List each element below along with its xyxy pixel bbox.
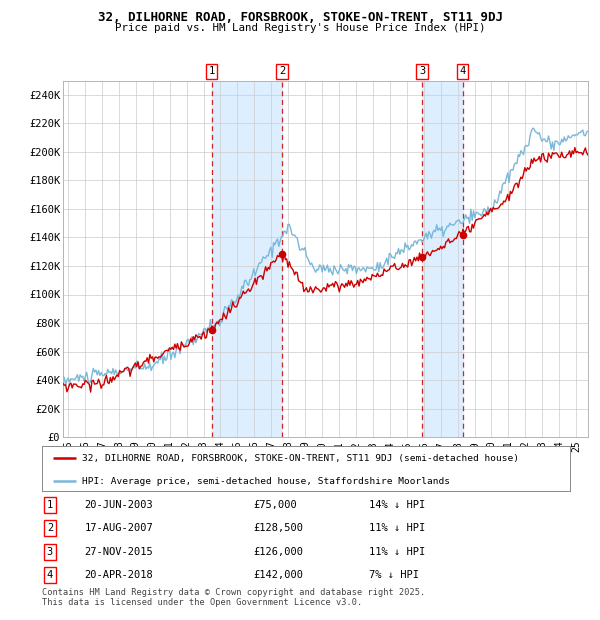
Text: HPI: Average price, semi-detached house, Staffordshire Moorlands: HPI: Average price, semi-detached house,… [82, 477, 449, 485]
Text: £126,000: £126,000 [253, 547, 303, 557]
Text: 4: 4 [460, 66, 466, 76]
Text: 3: 3 [47, 547, 53, 557]
Bar [422, 81, 463, 437]
Text: 1: 1 [47, 500, 53, 510]
Text: Contains HM Land Registry data © Crown copyright and database right 2025.
This d: Contains HM Land Registry data © Crown c… [42, 588, 425, 607]
Text: 4: 4 [47, 570, 53, 580]
Text: 11% ↓ HPI: 11% ↓ HPI [370, 547, 425, 557]
Text: 20-APR-2018: 20-APR-2018 [84, 570, 153, 580]
Text: 32, DILHORNE ROAD, FORSBROOK, STOKE-ON-TRENT, ST11 9DJ: 32, DILHORNE ROAD, FORSBROOK, STOKE-ON-T… [97, 11, 503, 24]
Text: 27-NOV-2015: 27-NOV-2015 [84, 547, 153, 557]
Text: 2: 2 [47, 523, 53, 533]
Text: £142,000: £142,000 [253, 570, 303, 580]
Text: 3: 3 [419, 66, 425, 76]
Text: 2: 2 [279, 66, 285, 76]
Text: 20-JUN-2003: 20-JUN-2003 [84, 500, 153, 510]
Text: 32, DILHORNE ROAD, FORSBROOK, STOKE-ON-TRENT, ST11 9DJ (semi-detached house): 32, DILHORNE ROAD, FORSBROOK, STOKE-ON-T… [82, 454, 518, 463]
Text: Price paid vs. HM Land Registry's House Price Index (HPI): Price paid vs. HM Land Registry's House … [115, 23, 485, 33]
Text: £128,500: £128,500 [253, 523, 303, 533]
Text: 7% ↓ HPI: 7% ↓ HPI [370, 570, 419, 580]
Text: 11% ↓ HPI: 11% ↓ HPI [370, 523, 425, 533]
Text: 1: 1 [208, 66, 215, 76]
Text: 14% ↓ HPI: 14% ↓ HPI [370, 500, 425, 510]
Bar [212, 81, 282, 437]
Text: 17-AUG-2007: 17-AUG-2007 [84, 523, 153, 533]
Text: £75,000: £75,000 [253, 500, 297, 510]
